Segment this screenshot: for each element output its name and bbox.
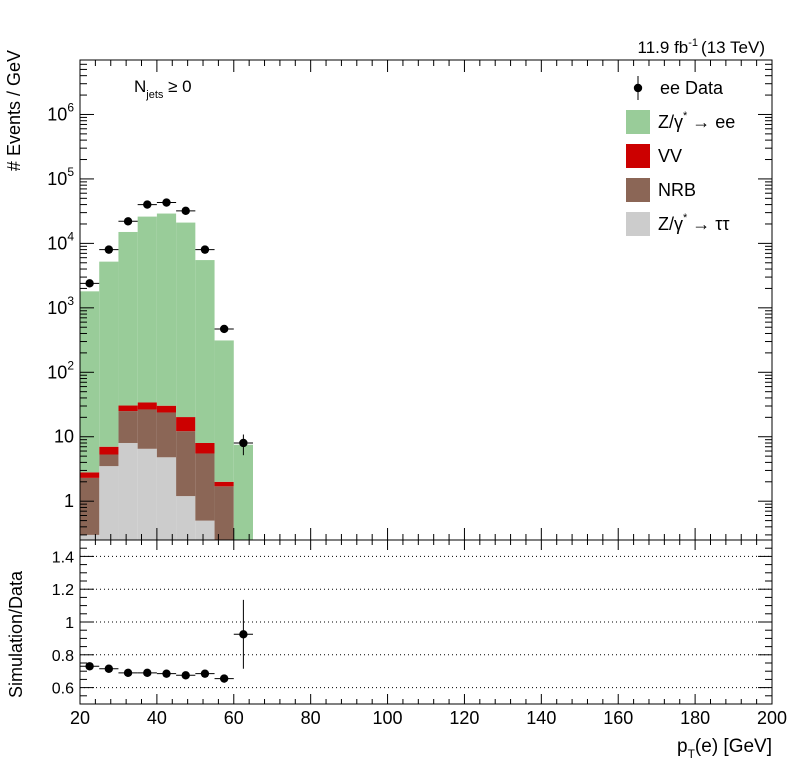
y-tick-label-top: 105 [47, 165, 74, 189]
stack-bar-1-7 [214, 486, 234, 540]
ratio-point-7 [219, 674, 229, 683]
stack-bar-1-6 [195, 453, 215, 521]
stack-bar-2-3 [137, 402, 157, 410]
data-point-0 [85, 279, 94, 288]
stack-bar-0-6 [195, 520, 215, 540]
legend-swatch-1 [626, 144, 650, 168]
ratio-point-5 [181, 671, 190, 680]
stack-bar-3-7 [214, 340, 234, 482]
stack-bar-1-4 [156, 412, 177, 458]
ratio-point-3 [143, 668, 152, 678]
stack-bar-3-4 [156, 213, 177, 406]
legend-label-data: ee Data [660, 78, 724, 98]
data-point-1 [104, 245, 114, 254]
y-tick-label-bottom: 1 [65, 615, 74, 632]
axes [79, 59, 773, 705]
y-tick-label-top: 10 [54, 427, 74, 447]
stack-bar-3-5 [176, 222, 196, 418]
stack-bar-0-3 [137, 448, 157, 540]
legend-swatch-2 [626, 178, 650, 202]
data-point-8 [239, 438, 248, 448]
stack-bar-0-2 [118, 442, 138, 540]
legend-label-1: VV [658, 146, 682, 166]
x-tick-label: 200 [757, 708, 787, 728]
stack-bar-2-5 [176, 417, 196, 432]
y-tick-label-top: 103 [47, 294, 74, 318]
ratio-gridlines [80, 555, 772, 689]
x-axis-title: pT(e) [GeV] [677, 736, 772, 761]
ratio-point-4 [162, 669, 171, 678]
tick-labels: 20 40 60 80 100 120 140 160 180 20011010210310410… [47, 100, 787, 728]
x-tick-label: 120 [449, 708, 479, 728]
x-tick-label: 20 [70, 708, 90, 728]
y-tick-label-bottom: 1.4 [52, 549, 74, 566]
stack-bar-2-1 [99, 446, 119, 455]
stack-bars [80, 213, 253, 540]
data-point-2 [123, 217, 133, 226]
legend-label-3: Z/γ* → ττ [658, 212, 730, 234]
data-point-4 [162, 198, 171, 207]
y-tick-label-top: 102 [47, 358, 74, 382]
x-tick-label: 180 [680, 708, 710, 728]
stack-bar-3-6 [195, 260, 215, 443]
stack-bar-2-4 [156, 405, 177, 413]
stack-bar-0-4 [156, 457, 177, 540]
y-axis-title-bottom: Simulation/Data [6, 570, 26, 698]
ratio-points [80, 599, 253, 683]
legend-item-1: VV [626, 144, 682, 168]
data-point-6 [200, 245, 210, 254]
legend-swatch-0 [626, 110, 650, 134]
legend-item-data: ee Data [633, 76, 724, 100]
y-tick-label-top: 1 [64, 491, 74, 511]
y-axis-title-top: # Events / GeV [4, 50, 24, 171]
stack-bar-2-6 [195, 442, 215, 454]
stack-bar-0-1 [99, 466, 119, 540]
x-tick-label: 80 [301, 708, 321, 728]
legend-swatch-3 [626, 212, 650, 236]
stack-bar-0-5 [176, 496, 196, 540]
stack-bar-1-2 [118, 411, 138, 443]
y-tick-label-bottom: 0.8 [52, 648, 74, 665]
ratio-point-1 [104, 664, 114, 673]
stack-bar-2-7 [214, 481, 234, 487]
stack-bar-2-0 [80, 472, 100, 478]
x-tick-label: 60 [224, 708, 244, 728]
y-tick-label-bottom: 0.6 [52, 681, 74, 698]
stack-bar-1-1 [99, 454, 119, 467]
data-point-7 [219, 324, 229, 334]
legend-item-0: Z/γ* → ee [626, 110, 735, 134]
stack-bar-2-2 [118, 405, 138, 412]
data-points [80, 198, 253, 456]
x-tick-label: 100 [373, 708, 403, 728]
ratio-point-8 [239, 630, 248, 639]
x-tick-label: 40 [147, 708, 167, 728]
y-tick-label-top: 106 [47, 100, 74, 124]
data-point-3 [143, 200, 152, 209]
stack-bar-3-3 [137, 216, 157, 403]
ratio-point-0 [85, 662, 94, 671]
stack-bar-0-0 [80, 534, 100, 540]
lumi-label: 11.9 fb-1 (13 TeV) [638, 37, 765, 57]
stack-bar-1-3 [137, 409, 157, 449]
legend-label-2: NRB [658, 180, 696, 200]
data-point-5 [181, 206, 190, 216]
selection-label: Njets ≥ 0 [134, 77, 192, 101]
stack-bar-3-2 [118, 231, 138, 406]
y-tick-label-top: 104 [47, 229, 74, 253]
x-tick-label: 140 [526, 708, 556, 728]
x-tick-label: 160 [603, 708, 633, 728]
ratio-point-2 [123, 668, 133, 678]
y-tick-label-bottom: 1.2 [52, 582, 74, 599]
stack-bar-1-5 [176, 431, 196, 497]
legend-label-0: Z/γ* → ee [658, 110, 735, 132]
stack-bar-3-1 [99, 261, 119, 447]
stack-bar-3-8 [233, 444, 253, 540]
ratio-point-6 [200, 669, 210, 678]
legend-item-3: Z/γ* → ττ [626, 212, 730, 236]
legend-data-marker [633, 83, 643, 93]
legend-item-2: NRB [626, 178, 696, 202]
legend: ee Data Z/γ* → ee VV NRB Z/γ* → ττ [626, 76, 735, 236]
stack-bar-3-0 [80, 291, 100, 473]
